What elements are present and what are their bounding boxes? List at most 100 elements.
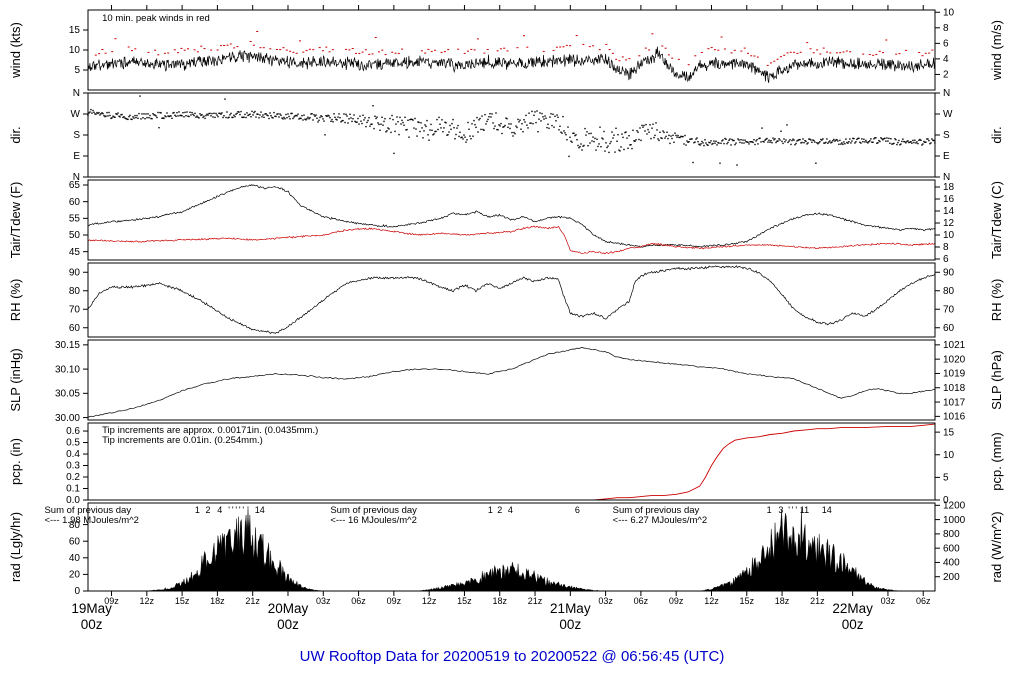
direction-point (745, 141, 747, 143)
direction-point (162, 117, 164, 119)
direction-point (682, 135, 684, 138)
direction-point (136, 114, 138, 117)
direction-point (927, 138, 929, 140)
y-tick-label: 60 (69, 536, 81, 547)
direction-point (275, 115, 277, 118)
direction-point (292, 117, 294, 120)
direction-point (384, 118, 386, 120)
y-tick-label: 50 (69, 230, 81, 241)
direction-point (380, 123, 382, 125)
direction-point (395, 123, 397, 125)
direction-point (270, 115, 272, 117)
y-tick-label: 60 (69, 197, 81, 208)
direction-point (413, 127, 415, 129)
direction-point (223, 115, 225, 117)
y-tick-label: W (71, 109, 81, 120)
direction-point (620, 146, 622, 148)
peak-wind-dot (391, 51, 394, 53)
direction-point (389, 117, 391, 120)
direction-point (120, 114, 122, 116)
direction-point (515, 125, 517, 127)
direction-point (342, 119, 344, 122)
direction-point (589, 142, 591, 144)
direction-point (171, 117, 173, 119)
direction-point (240, 110, 242, 113)
direction-point (133, 117, 135, 119)
peak-wind-dot (196, 51, 199, 53)
radiation-mark-label: ' (235, 505, 237, 515)
direction-point (92, 109, 94, 112)
direction-point (776, 140, 778, 142)
direction-point (215, 112, 217, 115)
direction-point (633, 140, 635, 142)
x-minor-label: 09z (104, 596, 119, 606)
panel-frame (87, 339, 936, 421)
direction-point (584, 127, 586, 130)
y-tick-label: E (73, 151, 80, 162)
direction-point (232, 116, 234, 119)
direction-point (490, 116, 492, 118)
direction-point (204, 117, 206, 120)
direction-point (678, 136, 680, 139)
peak-wind-dot (793, 51, 796, 53)
direction-point (446, 134, 448, 136)
direction-point (167, 115, 169, 117)
peak-wind-dot (615, 58, 618, 60)
peak-wind-dot (420, 50, 423, 52)
direction-point (247, 114, 249, 117)
direction-point (671, 137, 673, 140)
direction-point (466, 139, 468, 141)
wind-speed-series (87, 46, 936, 83)
direction-point (151, 118, 153, 120)
direction-point (488, 116, 490, 118)
air-temperature-series (87, 184, 936, 248)
direction-point (447, 134, 449, 136)
direction-point (833, 138, 835, 141)
direction-point (887, 140, 889, 142)
direction-point (652, 123, 654, 125)
direction-point (347, 122, 349, 124)
direction-point (369, 125, 371, 127)
direction-point (870, 138, 872, 140)
direction-point (321, 115, 323, 118)
direction-point (256, 113, 258, 115)
direction-point (210, 115, 212, 117)
direction-point (183, 116, 185, 118)
peak-wind-dot (328, 51, 331, 53)
y-tick-label: 200 (943, 572, 960, 583)
direction-point (617, 134, 619, 136)
direction-point (844, 143, 846, 145)
peak-wind-dot (292, 51, 295, 53)
peak-wind-dot (849, 51, 852, 53)
direction-point (272, 117, 274, 119)
direction-point (473, 119, 475, 122)
peak-wind-dot (588, 46, 591, 48)
peak-wind-dot (826, 51, 828, 53)
direction-point (311, 113, 313, 115)
peak-wind-dot (325, 46, 328, 48)
direction-point (479, 117, 481, 120)
direction-point (273, 111, 275, 114)
direction-point (517, 118, 519, 121)
direction-point (917, 142, 919, 145)
radiation-mark-label: ' (239, 505, 241, 515)
direction-point (606, 146, 608, 149)
peak-wind-dot (252, 44, 255, 46)
direction-point (230, 112, 232, 115)
direction-point (352, 118, 354, 120)
direction-point (824, 142, 826, 144)
peak-wind-dot (542, 50, 545, 52)
peak-wind-dot (506, 50, 509, 52)
direction-point (378, 123, 380, 126)
direction-point (350, 117, 352, 119)
direction-point (429, 129, 431, 131)
radiation-mark-label: 1 (195, 505, 200, 515)
axis-title-right: pcp. (mm) (989, 432, 1004, 491)
direction-point (122, 116, 124, 119)
peak-wind-dot (523, 35, 525, 37)
y-tick-label: 0.3 (66, 461, 80, 472)
direction-point (332, 121, 334, 123)
panel-annotation: Sum of previous day (613, 505, 700, 516)
